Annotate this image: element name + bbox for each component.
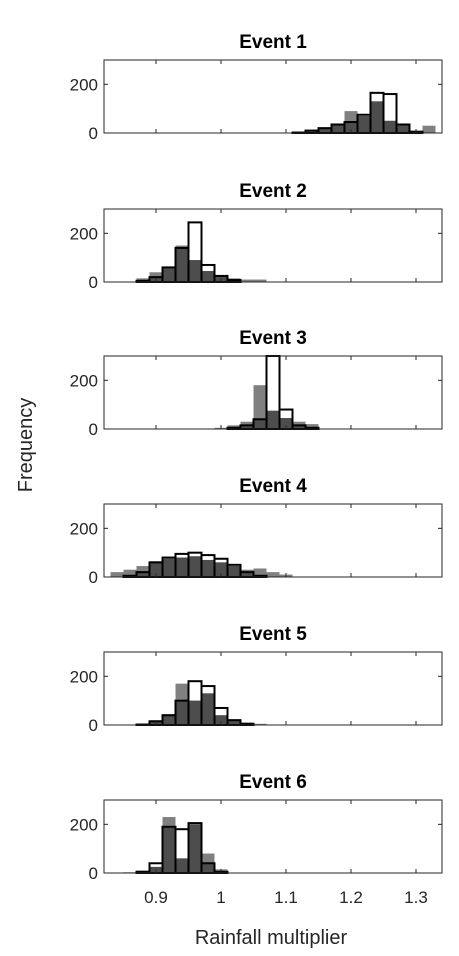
panel-event-4: Event 4 0 200 (70, 476, 443, 587)
overlap-bar (188, 824, 202, 873)
panel-title: Event 3 (239, 328, 307, 349)
overlap-bar (188, 260, 202, 282)
panel-event-2: Event 2 0 200 (70, 181, 443, 292)
overlap-bar (370, 101, 384, 133)
overlap-bar (344, 122, 358, 133)
y-tick-label: 200 (70, 519, 98, 538)
overlap-bar (188, 556, 202, 577)
overlap-bar (175, 700, 189, 725)
overlap-bar (305, 130, 319, 133)
overlap-bar (162, 558, 176, 577)
overlap-bar (227, 720, 241, 725)
x-axis-label: Rainfall multiplier (195, 927, 348, 949)
overlap-bar (149, 562, 163, 577)
overlap-bar (162, 826, 176, 873)
gray-bar (305, 424, 319, 429)
axes-box (103, 651, 443, 726)
panel-title: Event 6 (239, 772, 307, 793)
y-axis-label: Frequency (15, 398, 37, 493)
x-tick-label: 0.9 (144, 888, 168, 907)
gray-bar (123, 569, 137, 577)
overlap-bar (253, 419, 267, 429)
overlap-bar (240, 425, 254, 429)
overlap-bar (227, 566, 241, 577)
y-tick-label: 0 (89, 420, 98, 439)
overlap-bar (279, 418, 293, 429)
gray-bar (253, 279, 267, 282)
overlap-bar (162, 267, 176, 282)
overlap-bar (201, 559, 215, 577)
overlap-bar (240, 572, 254, 577)
x-tick-label: 1.3 (404, 888, 428, 907)
y-tick-label: 0 (89, 716, 98, 735)
x-tick-label: 1.1 (274, 888, 298, 907)
gray-bar (253, 568, 267, 577)
overlap-bar (162, 715, 176, 725)
gray-bar (266, 572, 280, 577)
gray-bar (253, 385, 267, 429)
axes-box (103, 208, 443, 283)
y-tick-label: 200 (70, 815, 98, 834)
gray-bar (422, 125, 436, 133)
panel-event-5: Event 5 0 200 (70, 624, 443, 735)
x-tick-label: 1 (216, 888, 225, 907)
overlap-bar (188, 700, 202, 725)
overlap-bar (383, 120, 397, 133)
x-tick-label: 1.2 (339, 888, 363, 907)
axes-box (103, 799, 443, 874)
y-tick-label: 200 (70, 371, 98, 390)
overlap-bar (175, 858, 189, 873)
panel-title: Event 2 (239, 181, 307, 202)
overlap-bar (136, 572, 150, 577)
panel-event-1: Event 1 0 200 (70, 32, 443, 143)
y-tick-label: 0 (89, 124, 98, 143)
axes-box (103, 59, 443, 134)
overlap-bar (292, 425, 306, 429)
overlap-bar (214, 562, 228, 577)
panel-title: Event 5 (239, 624, 307, 645)
overlap-bar (357, 115, 371, 133)
y-tick-label: 0 (89, 273, 98, 292)
y-tick-label: 0 (89, 568, 98, 587)
overlap-bar (201, 271, 215, 282)
overlap-bar (201, 863, 215, 873)
overlap-bar (396, 124, 410, 133)
gray-bar (253, 723, 267, 725)
overlap-bar (175, 557, 189, 577)
axes-box (103, 355, 443, 430)
gray-bar (240, 279, 254, 282)
panel-title: Event 4 (239, 476, 307, 497)
overlap-bar (175, 247, 189, 282)
panel-event-3: Event 3 0 200 (70, 328, 443, 439)
panel-title: Event 1 (239, 32, 307, 53)
panel-event-6: Event 6 0 200 0.9 1 1.1 1.2 1.3 (70, 772, 443, 907)
overlap-bar (331, 124, 345, 133)
overlap-bar (214, 715, 228, 725)
overlap-bar (201, 693, 215, 725)
overlap-bar (318, 128, 332, 133)
y-tick-label: 0 (89, 864, 98, 883)
gray-bar (110, 572, 124, 577)
y-tick-label: 200 (70, 667, 98, 686)
overlap-bar (266, 410, 280, 429)
axes-box (103, 503, 443, 578)
y-tick-label: 200 (70, 75, 98, 94)
y-tick-label: 200 (70, 224, 98, 243)
